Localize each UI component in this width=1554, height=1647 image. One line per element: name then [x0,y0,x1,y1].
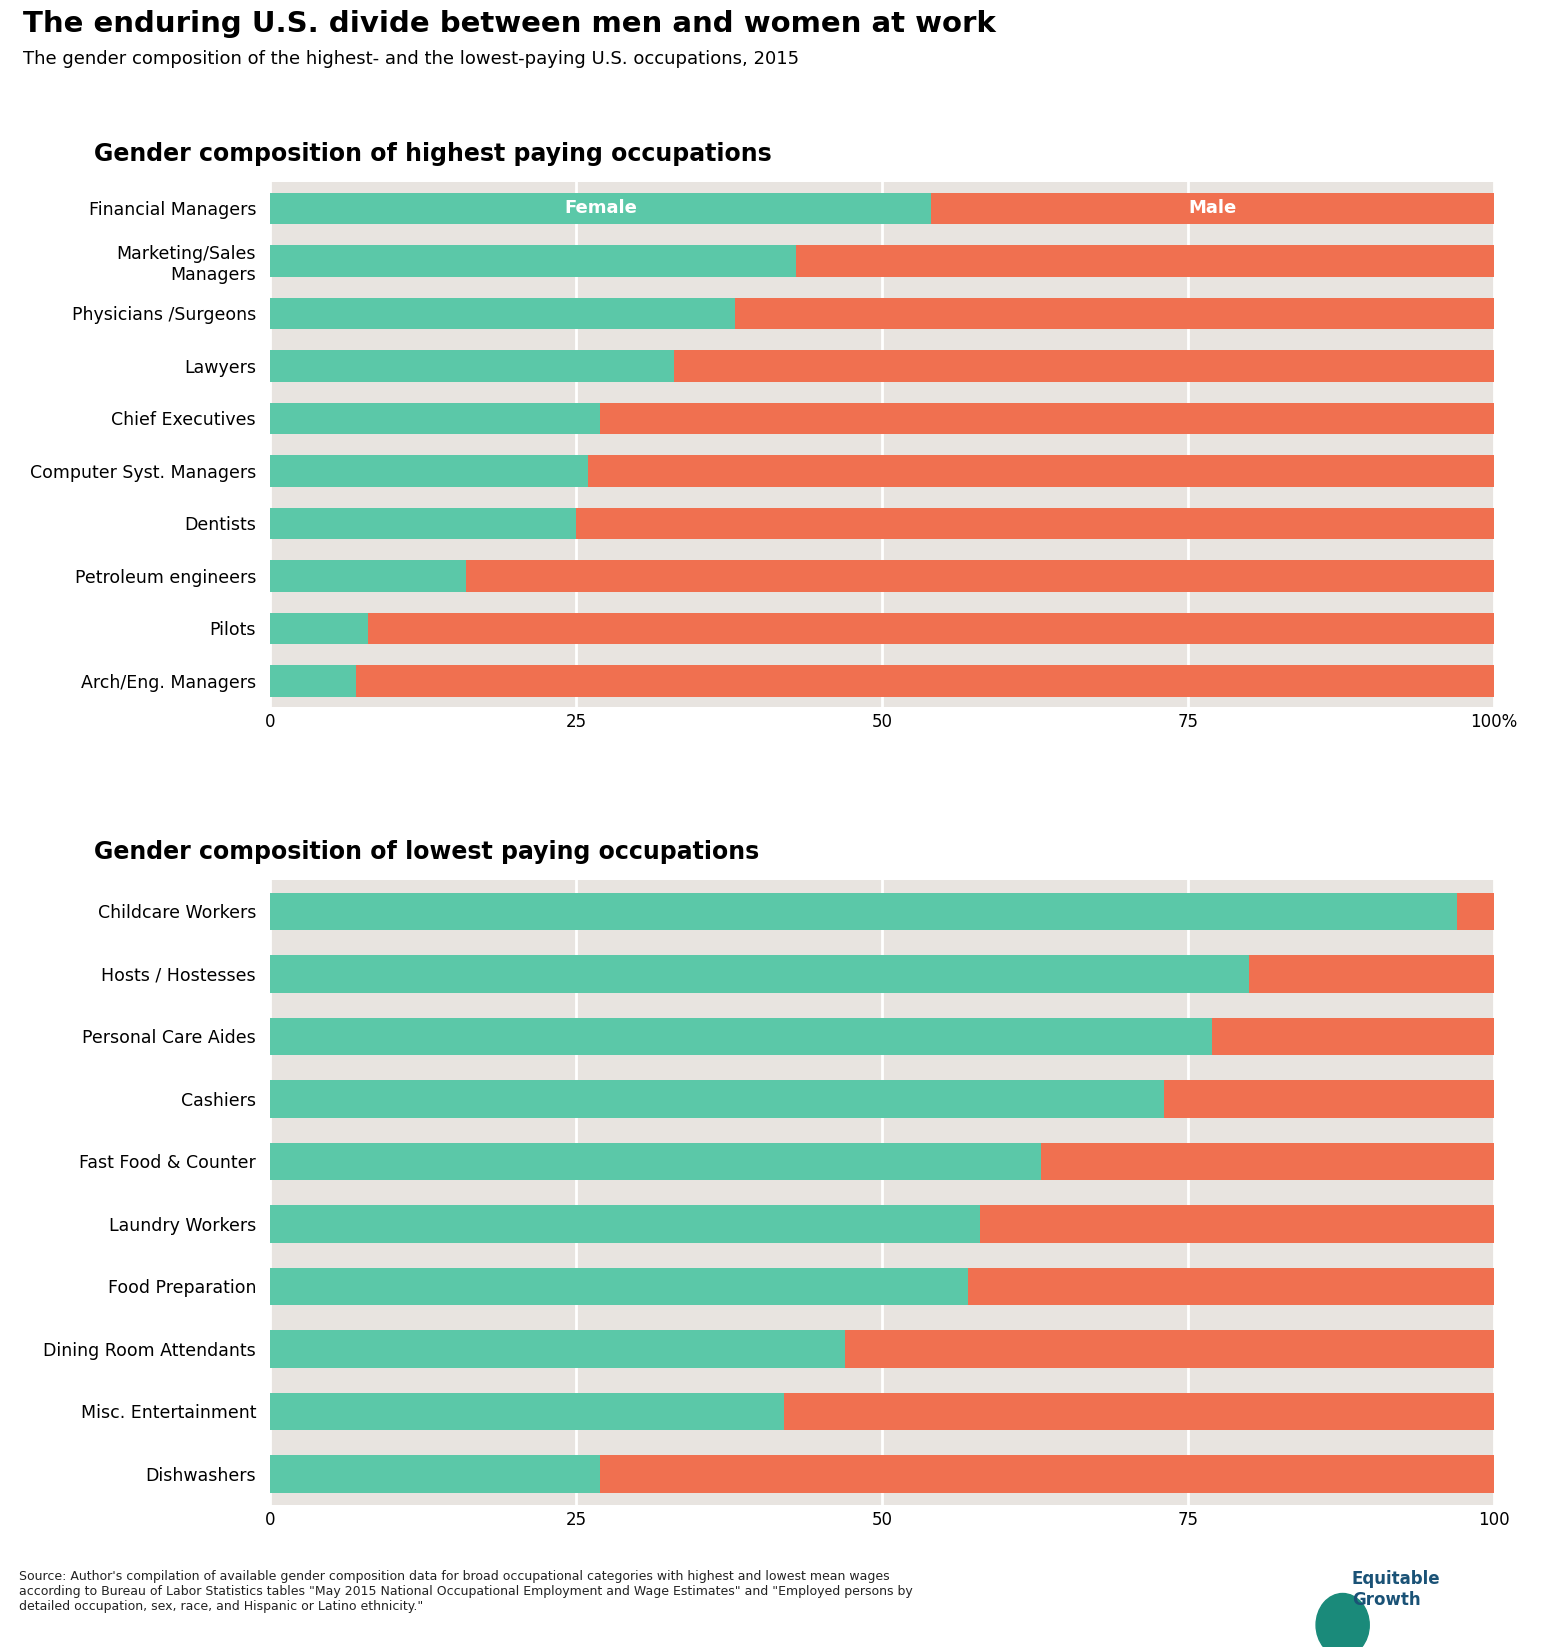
Bar [270,665,356,697]
Bar [785,1392,1493,1430]
Bar [270,613,368,644]
Text: Gender composition of lowest paying occupations: Gender composition of lowest paying occu… [95,840,760,863]
Text: Equitable
Growth: Equitable Growth [1352,1570,1441,1609]
Text: Female: Female [564,199,637,217]
Bar [1041,1143,1493,1179]
Bar [270,1454,600,1492]
Bar [270,1206,981,1242]
Bar [845,1331,1493,1367]
Bar [1249,955,1493,993]
Bar [1458,893,1493,931]
Bar [270,1018,1212,1056]
Bar [931,193,1493,224]
Bar [270,1080,1164,1118]
Text: The enduring U.S. divide between men and women at work: The enduring U.S. divide between men and… [23,10,996,38]
Bar [270,560,466,591]
Bar [270,893,1458,931]
Bar [589,455,1493,486]
Text: The gender composition of the highest- and the lowest-paying U.S. occupations, 2: The gender composition of the highest- a… [23,49,799,68]
Bar [368,613,1493,644]
Bar [270,1331,845,1367]
Bar [270,245,796,277]
Bar [356,665,1493,697]
Bar [981,1206,1493,1242]
Bar [796,245,1493,277]
Bar [270,351,674,382]
Bar [600,1454,1493,1492]
Bar [674,351,1493,382]
Text: Male: Male [1189,199,1237,217]
Bar [270,402,600,435]
Bar [466,560,1493,591]
Bar [270,193,931,224]
Text: Source: Author's compilation of available gender composition data for broad occu: Source: Author's compilation of availabl… [19,1570,912,1612]
Bar [577,507,1493,539]
Bar [270,455,589,486]
Bar [270,955,1249,993]
Bar [1212,1018,1493,1056]
Bar [270,298,735,329]
Bar [270,507,577,539]
Bar [270,1392,785,1430]
Circle shape [1316,1594,1369,1647]
Bar [270,1268,968,1304]
Bar [1164,1080,1493,1118]
Bar [968,1268,1493,1304]
Bar [270,1143,1041,1179]
Bar [600,402,1493,435]
Text: Gender composition of highest paying occupations: Gender composition of highest paying occ… [95,142,772,165]
Bar [735,298,1493,329]
